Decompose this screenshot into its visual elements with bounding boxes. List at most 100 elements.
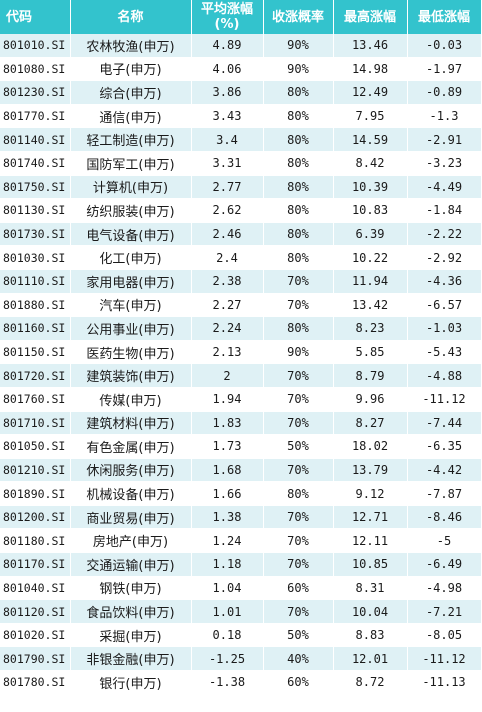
- cell-min-gain: -4.42: [407, 458, 482, 483]
- cell-avg-gain: 2.24: [191, 316, 264, 341]
- table-row: 801780.SI 银行(申万) -1.38 60% 8.72 -11.13: [0, 670, 482, 695]
- cell-avg-gain: 1.66: [191, 481, 264, 506]
- cell-max-gain: 14.59: [333, 127, 408, 152]
- cell-min-gain: -1.84: [407, 198, 482, 223]
- cell-name: 家用电器(申万): [70, 269, 192, 294]
- cell-name: 汽车(申万): [70, 293, 192, 318]
- cell-avg-gain: 2.13: [191, 340, 264, 365]
- cell-min-gain: -6.49: [407, 552, 482, 577]
- cell-max-gain: 8.27: [333, 411, 408, 436]
- cell-name: 采掘(申万): [70, 623, 192, 648]
- cell-up-probability: 80%: [263, 222, 334, 247]
- cell-up-probability: 70%: [263, 387, 334, 412]
- cell-name: 轻工制造(申万): [70, 127, 192, 152]
- cell-min-gain: -6.57: [407, 293, 482, 318]
- cell-avg-gain: 1.83: [191, 411, 264, 436]
- cell-name: 通信(申万): [70, 104, 192, 129]
- table-row: 801130.SI 纺织服装(申万) 2.62 80% 10.83 -1.84: [0, 198, 482, 223]
- cell-code: 801130.SI: [0, 198, 71, 223]
- cell-avg-gain: 1.18: [191, 552, 264, 577]
- cell-max-gain: 12.49: [333, 80, 408, 105]
- cell-avg-gain: 1.01: [191, 599, 264, 624]
- cell-name: 银行(申万): [70, 670, 192, 695]
- header-max-gain: 最高涨幅: [333, 0, 408, 34]
- cell-max-gain: 18.02: [333, 434, 408, 459]
- cell-min-gain: -5.43: [407, 340, 482, 365]
- cell-avg-gain: 1.73: [191, 434, 264, 459]
- cell-avg-gain: 2.77: [191, 175, 264, 200]
- cell-up-probability: 70%: [263, 363, 334, 388]
- table-row: 801110.SI 家用电器(申万) 2.38 70% 11.94 -4.36: [0, 269, 482, 294]
- cell-name: 商业贸易(申万): [70, 505, 192, 530]
- cell-min-gain: -3.23: [407, 151, 482, 176]
- header-code: 代码: [0, 0, 71, 34]
- table-row: 801880.SI 汽车(申万) 2.27 70% 13.42 -6.57: [0, 293, 482, 318]
- cell-min-gain: -0.03: [407, 34, 482, 58]
- cell-up-probability: 80%: [263, 151, 334, 176]
- cell-up-probability: 90%: [263, 34, 334, 58]
- cell-name: 综合(申万): [70, 80, 192, 105]
- cell-avg-gain: -1.25: [191, 646, 264, 672]
- cell-up-probability: 60%: [263, 576, 334, 601]
- cell-code: 801730.SI: [0, 222, 71, 247]
- cell-name: 交通运输(申万): [70, 552, 192, 577]
- cell-code: 801010.SI: [0, 34, 71, 58]
- cell-name: 有色金属(申万): [70, 434, 192, 459]
- cell-min-gain: -11.13: [407, 670, 482, 695]
- cell-code: 801110.SI: [0, 269, 71, 294]
- cell-code: 801170.SI: [0, 552, 71, 577]
- cell-up-probability: 70%: [263, 552, 334, 577]
- cell-up-probability: 70%: [263, 411, 334, 436]
- cell-max-gain: 13.79: [333, 458, 408, 483]
- cell-avg-gain: 2.4: [191, 245, 264, 270]
- table-body: 801010.SI 农林牧渔(申万) 4.89 90% 13.46 -0.03 801080…: [0, 34, 482, 695]
- cell-min-gain: -4.88: [407, 363, 482, 388]
- cell-code: 801790.SI: [0, 646, 71, 672]
- table-row: 801080.SI 电子(申万) 4.06 90% 14.98 -1.97: [0, 57, 482, 82]
- cell-up-probability: 70%: [263, 293, 334, 318]
- cell-code: 801720.SI: [0, 363, 71, 388]
- table-row: 801740.SI 国防军工(申万) 3.31 80% 8.42 -3.23: [0, 151, 482, 176]
- cell-max-gain: 12.11: [333, 528, 408, 554]
- cell-min-gain: -5: [407, 528, 482, 554]
- header-avg-gain-label: 平均涨幅: [200, 2, 253, 17]
- cell-up-probability: 90%: [263, 57, 334, 82]
- cell-max-gain: 8.31: [333, 576, 408, 601]
- cell-max-gain: 8.42: [333, 151, 408, 176]
- cell-code: 801160.SI: [0, 316, 71, 341]
- cell-min-gain: -1.97: [407, 57, 482, 82]
- cell-max-gain: 8.83: [333, 623, 408, 648]
- cell-min-gain: -8.05: [407, 623, 482, 648]
- cell-code: 801140.SI: [0, 127, 71, 152]
- cell-min-gain: -7.21: [407, 599, 482, 624]
- cell-name: 纺织服装(申万): [70, 198, 192, 223]
- cell-max-gain: 13.46: [333, 34, 408, 58]
- cell-name: 电气设备(申万): [70, 222, 192, 247]
- cell-name: 农林牧渔(申万): [70, 34, 192, 58]
- cell-name: 国防军工(申万): [70, 151, 192, 176]
- cell-up-probability: 60%: [263, 670, 334, 695]
- cell-max-gain: 10.85: [333, 552, 408, 577]
- cell-avg-gain: 1.94: [191, 387, 264, 412]
- cell-max-gain: 10.39: [333, 175, 408, 200]
- cell-avg-gain: 4.89: [191, 34, 264, 58]
- cell-max-gain: 9.96: [333, 387, 408, 412]
- cell-name: 化工(申万): [70, 245, 192, 270]
- cell-min-gain: -2.22: [407, 222, 482, 247]
- table-row: 801180.SI 房地产(申万) 1.24 70% 12.11 -5: [0, 528, 482, 554]
- cell-name: 非银金融(申万): [70, 646, 192, 672]
- cell-up-probability: 80%: [263, 80, 334, 105]
- cell-code: 801080.SI: [0, 57, 71, 82]
- industry-stats-table: 代码 名称 平均涨幅 (%) 收涨概率 最高涨幅 最低涨幅 801010.SI 农…: [0, 0, 482, 695]
- cell-max-gain: 7.95: [333, 104, 408, 129]
- table-row: 801120.SI 食品饮料(申万) 1.01 70% 10.04 -7.21: [0, 599, 482, 624]
- cell-max-gain: 5.85: [333, 340, 408, 365]
- cell-min-gain: -4.49: [407, 175, 482, 200]
- table-row: 801750.SI 计算机(申万) 2.77 80% 10.39 -4.49: [0, 175, 482, 200]
- cell-avg-gain: 2.38: [191, 269, 264, 294]
- header-avg-gain-unit: (%): [214, 17, 240, 32]
- cell-min-gain: -4.36: [407, 269, 482, 294]
- cell-name: 机械设备(申万): [70, 481, 192, 506]
- cell-avg-gain: 3.4: [191, 127, 264, 152]
- cell-avg-gain: 1.68: [191, 458, 264, 483]
